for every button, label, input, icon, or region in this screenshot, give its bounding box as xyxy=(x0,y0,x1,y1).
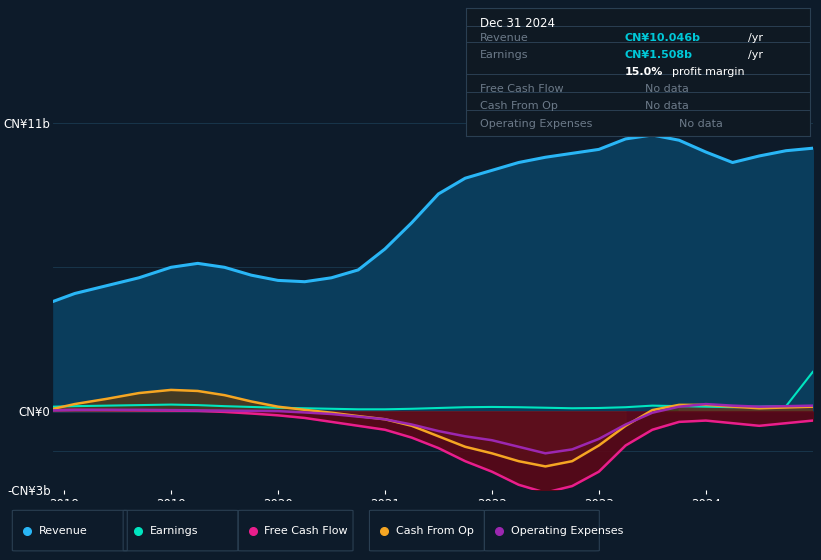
Text: Dec 31 2024: Dec 31 2024 xyxy=(480,17,555,30)
Text: Revenue: Revenue xyxy=(480,34,529,43)
Text: Earnings: Earnings xyxy=(149,526,198,535)
Text: Free Cash Flow: Free Cash Flow xyxy=(264,526,348,535)
Text: CN¥10.046b: CN¥10.046b xyxy=(624,34,700,43)
Text: Operating Expenses: Operating Expenses xyxy=(511,526,623,535)
Text: 15.0%: 15.0% xyxy=(624,67,663,77)
Text: Revenue: Revenue xyxy=(39,526,87,535)
Text: Cash From Op: Cash From Op xyxy=(396,526,474,535)
Text: profit margin: profit margin xyxy=(672,67,745,77)
Text: CN¥1.508b: CN¥1.508b xyxy=(624,50,692,60)
Text: No data: No data xyxy=(679,119,723,129)
Text: Cash From Op: Cash From Op xyxy=(480,101,558,111)
Text: Operating Expenses: Operating Expenses xyxy=(480,119,593,129)
Text: Free Cash Flow: Free Cash Flow xyxy=(480,85,564,95)
Text: No data: No data xyxy=(644,101,689,111)
Text: Earnings: Earnings xyxy=(480,50,529,60)
Text: No data: No data xyxy=(644,85,689,95)
Text: /yr: /yr xyxy=(748,50,763,60)
Text: /yr: /yr xyxy=(748,34,763,43)
